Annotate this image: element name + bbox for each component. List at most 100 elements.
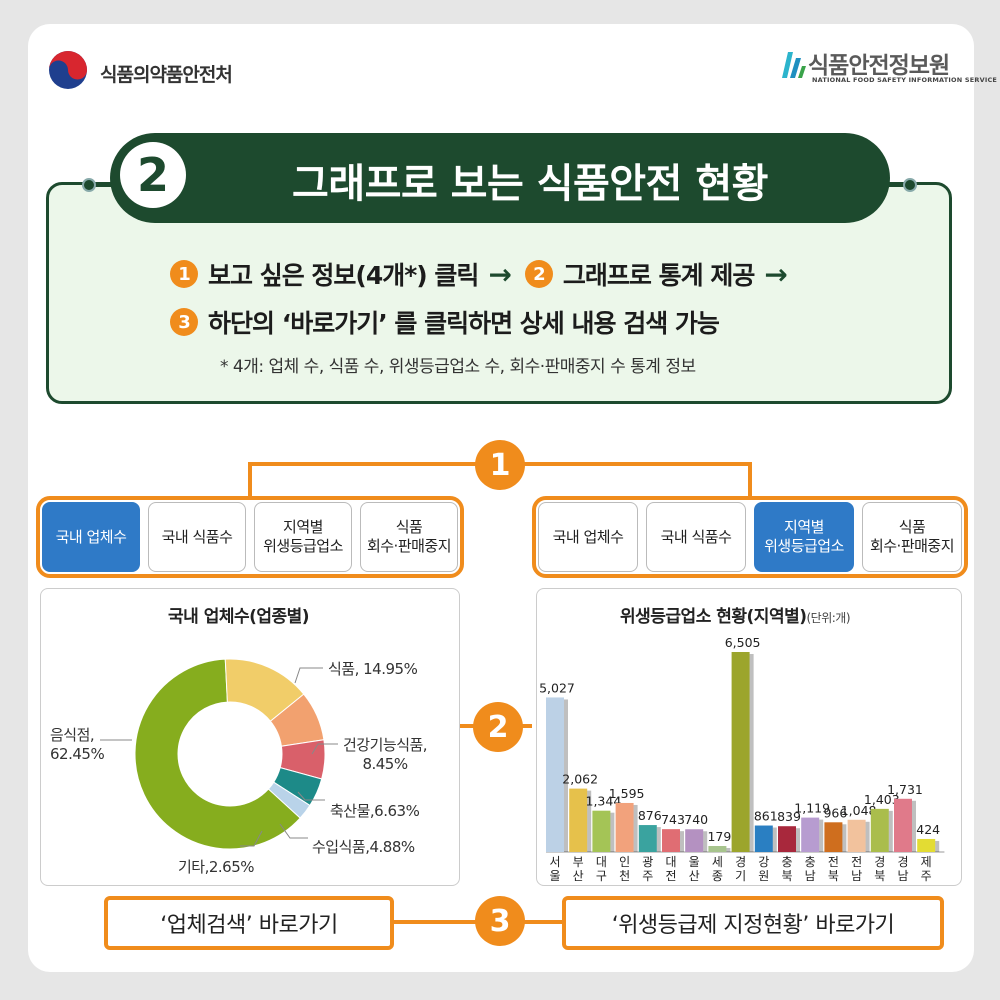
bar-value-label: 5,027 [539, 680, 575, 695]
arrow-right-icon: → [488, 257, 511, 291]
bar-value-label: 6,505 [725, 635, 761, 650]
bar-category-label: 울 [689, 855, 700, 869]
bar-value-label: 861 [754, 809, 778, 824]
bar-chart-title-text: 위생등급업소 현황(지역별) [620, 607, 807, 627]
title-connector-left [88, 184, 118, 187]
marker-2: 2 [473, 702, 523, 752]
tab-label-line2: 회수·판매중지 [366, 537, 452, 555]
step-number: 3 [170, 308, 198, 336]
bar-3 [615, 802, 634, 852]
bar-13 [847, 819, 866, 852]
bar-category-label: 구 [596, 869, 607, 883]
bar-value-label: 424 [916, 822, 940, 837]
tab-regional-hygiene[interactable]: 지역별 위생등급업소 [754, 502, 854, 572]
donut-leader-lines [100, 667, 338, 847]
tab-label: 국내 업체수 [552, 527, 624, 546]
hygiene-status-link-button[interactable]: ‘위생등급제 지정현황’ 바로가기 [562, 896, 944, 950]
bar-value-label: 1,403 [864, 792, 900, 807]
bar-category-label: 전 [665, 869, 676, 883]
bar-shadow-13 [865, 821, 870, 852]
donut-slice-5 [267, 781, 311, 819]
bar-shadow-12 [842, 824, 847, 852]
bar-category-label: 경 [874, 855, 885, 869]
tab-domestic-foods[interactable]: 국내 식품수 [646, 502, 746, 572]
bar-category-label: 산 [573, 869, 584, 883]
donut-label-food: 식품, 14.95% [328, 660, 418, 678]
bar-shadow-6 [703, 831, 708, 852]
marker-1: 1 [475, 440, 525, 490]
arrow-right-icon: → [764, 257, 787, 291]
bar-4 [638, 825, 657, 852]
bar-0 [546, 697, 564, 852]
bar-shadow-4 [656, 827, 661, 852]
connector-dot-right [903, 178, 917, 192]
tab-regional-hygiene[interactable]: 지역별 위생등급업소 [254, 502, 352, 572]
business-search-link-button[interactable]: ‘업체검색’ 바로가기 [104, 896, 394, 950]
bar-value-label: 966 [823, 805, 847, 820]
bar-category-label: 남 [805, 869, 816, 883]
step-text: 그래프로 통계 제공 [562, 261, 755, 290]
bar-category-label: 인 [619, 855, 630, 869]
bar-8 [731, 652, 750, 852]
bar-1 [569, 788, 588, 852]
bar-chart-unit: (단위:개) [806, 611, 851, 625]
step-number: 1 [170, 260, 198, 288]
donut-label-health: 건강기능식품, 8.45% [343, 736, 428, 774]
tab-label-line1: 식품 [395, 518, 423, 537]
bar-category-label: 부 [573, 855, 584, 869]
tab-food-recall[interactable]: 식품 회수·판매중지 [360, 502, 458, 572]
bar-category-label: 기 [735, 869, 746, 883]
bar-value-label: 1,731 [887, 782, 923, 797]
nfsi-logo-icon [782, 52, 806, 78]
nfsi-org-subtitle: NATIONAL FOOD SAFETY INFORMATION SERVICE [812, 76, 998, 84]
mfds-org-name: 식품의약품안전처 [100, 64, 233, 86]
tab-label: 국내 업체수 [55, 527, 127, 546]
bar-category-label: 원 [758, 869, 769, 883]
bracket-line [248, 462, 252, 498]
bar-category-label: 주 [642, 869, 653, 883]
label-line: 음식점, [50, 726, 95, 744]
footnote: * 4개: 업체 수, 식품 수, 위생등급업소 수, 회수·판매중지 수 통계… [220, 357, 696, 377]
donut-label-import: 수입식품,4.88% [312, 838, 415, 856]
tab-label-line2: 위생등급업소 [764, 537, 844, 555]
bar-category-label: 충 [805, 855, 816, 869]
section-title-banner [110, 133, 890, 223]
bracket-line [748, 462, 752, 498]
bar-shadow-1 [587, 790, 592, 852]
bar-9 [754, 825, 773, 852]
button-label: ‘업체검색’ 바로가기 [160, 913, 338, 938]
donut-chart [134, 658, 326, 850]
step-text: 보고 싶은 정보(4개*) 클릭 [208, 261, 479, 290]
bar-value-label: 1,048 [841, 803, 877, 818]
government-emblem-icon [49, 51, 87, 89]
bar-5 [662, 829, 680, 852]
bar-value-label: 179 [707, 829, 731, 844]
tab-food-recall[interactable]: 식품 회수·판매중지 [862, 502, 962, 572]
bar-category-label: 대 [665, 855, 676, 869]
bar-category-label: 남 [851, 869, 862, 883]
marker-3: 3 [475, 896, 525, 946]
section-number: 2 [120, 142, 186, 208]
bar-value-label: 740 [684, 812, 708, 827]
bar-category-label: 강 [758, 855, 769, 869]
bar-category-label: 대 [596, 855, 607, 869]
bar-value-label: 876 [638, 808, 662, 823]
bar-value-label: 1,595 [609, 786, 645, 801]
tab-domestic-businesses[interactable]: 국내 업체수 [42, 502, 140, 572]
bar-7 [708, 846, 727, 852]
bar-category-label: 북 [828, 869, 839, 883]
bar-category-label: 세 [712, 855, 723, 869]
bar-category-label: 남 [897, 869, 908, 883]
bar-category-label: 경 [735, 855, 746, 869]
tab-domestic-foods[interactable]: 국내 식품수 [148, 502, 246, 572]
donut-label-livestock: 축산물,6.63% [330, 802, 420, 820]
tab-label-line1: 식품 [898, 518, 926, 537]
step-number: 2 [524, 260, 553, 288]
bar-10 [778, 826, 796, 852]
tab-label: 국내 식품수 [660, 527, 732, 546]
title-connector-right [885, 184, 913, 187]
tab-domestic-businesses[interactable]: 국내 업체수 [538, 502, 638, 572]
bar-shadow-15 [912, 800, 916, 852]
bar-category-label: 천 [619, 868, 630, 883]
bar-chart: 5,027서울2,062부산1,344대구1,595인천876광주743대전74… [539, 635, 945, 883]
